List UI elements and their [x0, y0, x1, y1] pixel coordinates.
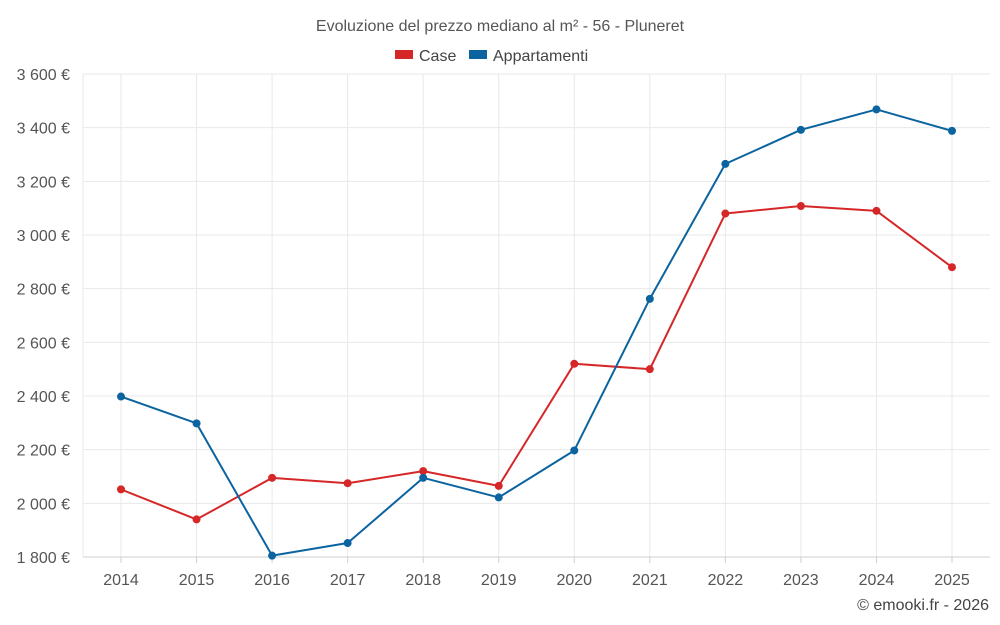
legend-label-appartamenti: Appartamenti: [493, 48, 588, 65]
data-point-case[interactable]: [948, 263, 956, 272]
data-point-appartamenti[interactable]: [645, 294, 654, 303]
x-tick-label: 2021: [632, 572, 668, 589]
data-point-case[interactable]: [570, 359, 579, 368]
data-point-appartamenti[interactable]: [721, 159, 730, 168]
x-tick-label: 2024: [859, 572, 895, 589]
y-tick-label: 2 600 €: [17, 335, 70, 352]
data-point-case[interactable]: [494, 481, 503, 490]
data-point-appartamenti[interactable]: [192, 419, 201, 428]
data-point-appartamenti[interactable]: [872, 105, 881, 114]
legend-swatch-appartamenti: [469, 50, 487, 59]
x-tick-label: 2022: [708, 572, 744, 589]
data-point-appartamenti[interactable]: [948, 126, 956, 135]
data-point-case[interactable]: [645, 365, 654, 374]
legend-label-case: Case: [419, 48, 456, 65]
y-tick-label: 1 800 €: [17, 550, 70, 567]
legend-swatch-case: [395, 50, 413, 59]
y-tick-label: 3 400 €: [17, 121, 70, 138]
data-point-appartamenti[interactable]: [796, 125, 805, 134]
credit-text: © emooki.fr - 2026: [857, 597, 989, 614]
series-line-case: [120, 205, 953, 521]
y-tick-label: 2 000 €: [17, 496, 70, 513]
data-point-case[interactable]: [796, 202, 805, 211]
data-point-appartamenti[interactable]: [268, 551, 277, 560]
data-point-case[interactable]: [268, 473, 277, 482]
data-point-appartamenti[interactable]: [419, 473, 428, 482]
chart-title: Evoluzione del prezzo mediano al m² - 56…: [316, 18, 685, 35]
x-tick-label: 2017: [330, 572, 366, 589]
x-tick-label: 2015: [179, 572, 215, 589]
x-tick-label: 2016: [254, 572, 290, 589]
data-point-case[interactable]: [419, 467, 428, 476]
data-point-case[interactable]: [343, 479, 352, 488]
data-point-appartamenti[interactable]: [570, 446, 579, 455]
y-tick-label: 3 200 €: [17, 174, 70, 191]
axes: 1 800 € 2 000 € 2 200 € 2 400 € 2 600 € 2 800…: [17, 67, 990, 589]
x-tick-label: 2019: [481, 572, 517, 589]
x-tick-label: 2020: [556, 572, 592, 589]
y-tick-label: 3 000 €: [17, 228, 70, 245]
y-tick-label: 2 400 €: [17, 389, 70, 406]
data-point-appartamenti[interactable]: [343, 539, 352, 548]
legend: Case Appartamenti: [395, 48, 588, 65]
x-tick-label: 2018: [405, 572, 441, 589]
data-point-case[interactable]: [721, 209, 730, 218]
x-tick-label: 2025: [934, 572, 970, 589]
series: [117, 105, 956, 560]
series-line-appartamenti: [120, 108, 953, 557]
grid: [83, 73, 990, 557]
y-tick-label: 2 200 €: [17, 443, 70, 460]
data-point-case[interactable]: [872, 206, 881, 215]
data-point-case[interactable]: [192, 515, 201, 524]
data-point-appartamenti[interactable]: [494, 493, 503, 502]
x-tick-label: 2023: [783, 572, 819, 589]
y-tick-label: 2 800 €: [17, 282, 70, 299]
x-tick-label: 2014: [103, 572, 139, 589]
y-tick-label: 3 600 €: [17, 67, 70, 84]
data-point-appartamenti[interactable]: [117, 392, 125, 401]
data-point-case[interactable]: [117, 485, 125, 494]
